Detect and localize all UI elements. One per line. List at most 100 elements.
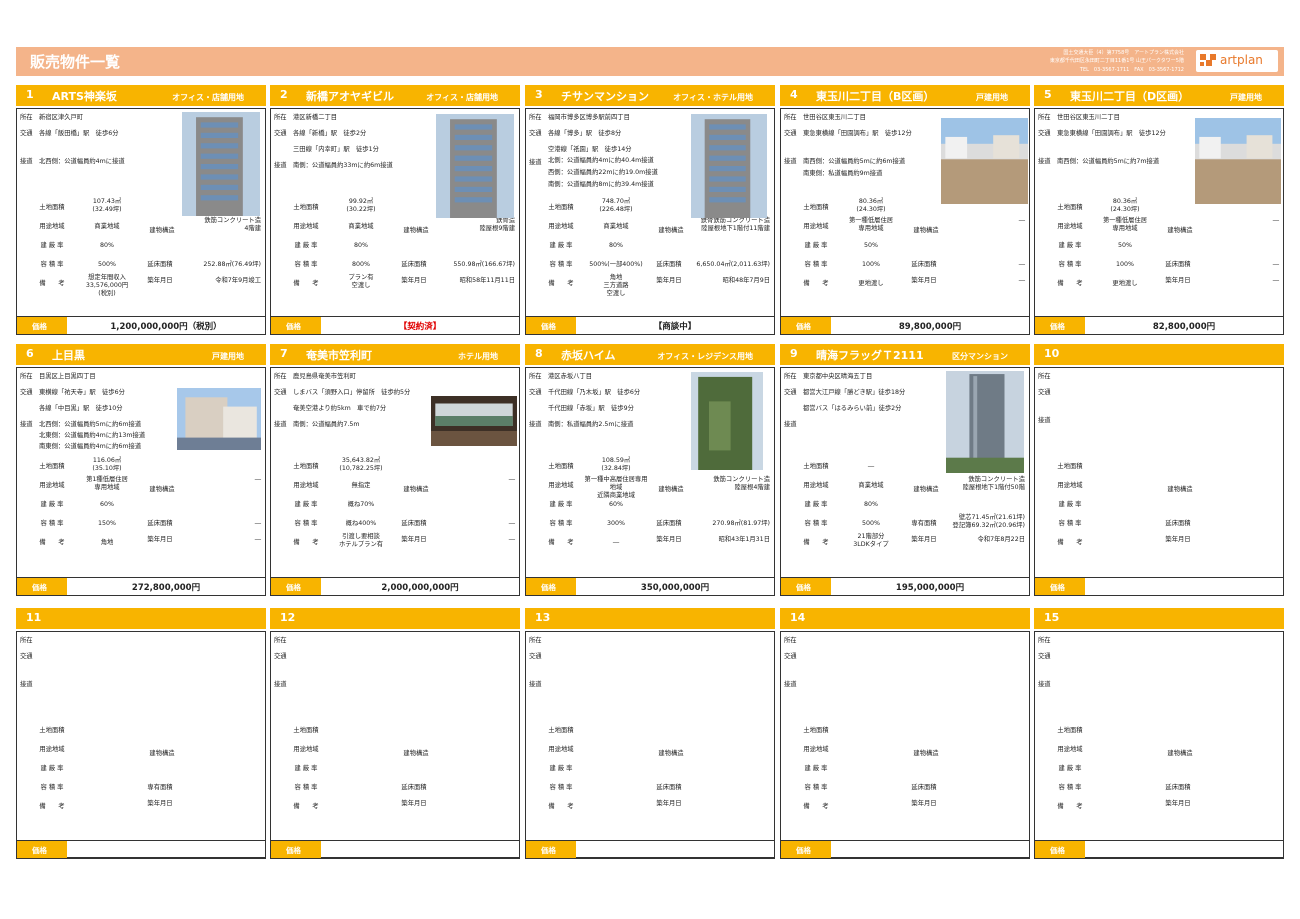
label-coverage: 建 蔽 率 bbox=[40, 765, 64, 772]
card-title-bar: 13 bbox=[525, 608, 775, 629]
property-card[interactable]: 2 新橋アオヤギビル オフィス・店舗用地 所在 港区新橋二丁目 交通 各線「新橋」駅 徒歩… bbox=[270, 85, 520, 335]
label-access: 交通 bbox=[529, 130, 542, 137]
zoning-value: 第1種低層住居 専用地域 bbox=[86, 476, 128, 491]
card-title-bar: 9 晴海フラッグＴ2111 区分マンション bbox=[780, 344, 1030, 365]
tower-photo bbox=[946, 371, 1024, 473]
label-address: 所在 bbox=[20, 637, 33, 644]
zoning-value: 無指定 bbox=[351, 482, 371, 489]
floor-area-value: 6,650.04㎡(2,011.63坪) bbox=[696, 261, 770, 268]
property-card[interactable]: 4 東玉川二丁目（B区画） 戸建用地 所在 世田谷区東玉川二丁目 交通 東急東横線「田園調… bbox=[780, 85, 1030, 335]
access-line: 都営大江戸線「勝どき駅」徒歩18分 bbox=[803, 389, 906, 396]
label-address: 所在 bbox=[274, 373, 287, 380]
label-remarks: 備 考 bbox=[1057, 539, 1083, 546]
label-access: 交通 bbox=[274, 130, 287, 137]
property-name: 赤坂ハイム bbox=[561, 349, 616, 362]
property-card[interactable]: 15 所在 交通 接道 土地面積 用途地域建 蔽 率容 積 率備 考 建物構造 延床面積 築年月… bbox=[1034, 608, 1284, 859]
access-line: 各線「博多」駅 徒歩8分 bbox=[548, 130, 622, 137]
card-title-bar: 5 東玉川二丁目（D区画） 戸建用地 bbox=[1034, 85, 1284, 106]
card-body: 所在 交通 接道 土地面積 用途地域建 蔽 率容 積 率備 考 建物構造 専有面積 築年月日 bbox=[16, 631, 266, 858]
label-remarks: 備 考 bbox=[293, 280, 319, 287]
label-built: 築年月日 bbox=[401, 277, 427, 284]
property-card[interactable]: 8 赤坂ハイム オフィス・レジデンス用地 所在 港区赤坂八丁目 交通 千代田線「乃木坂」駅… bbox=[525, 344, 775, 596]
label-structure: 建物構造 bbox=[149, 486, 175, 493]
label-built: 築年月日 bbox=[656, 536, 682, 543]
company-license: 国土交通大臣（4）第7758号 アートプラン株式会社 bbox=[1063, 50, 1184, 56]
structure-value: 鉄筋コンクリート造 陸屋根地下1階付50階 bbox=[962, 476, 1025, 491]
property-type: オフィス・店舗用地 bbox=[426, 93, 498, 102]
property-card[interactable]: 13 所在 交通 接道 土地面積 用途地域建 蔽 率容 積 率備 考 建物構造 延床面積 築年月… bbox=[525, 608, 775, 859]
property-card[interactable]: 6 上目黒 戸建用地 所在 目黒区上目黒四丁目 交通 東横線「祐天寺」駅 徒歩6分 各線「中… bbox=[16, 344, 266, 596]
property-card[interactable]: 1 ARTS神楽坂 オフィス・店舗用地 所在 新宿区津久戸町 交通 各線「飯田橋」駅 徒歩… bbox=[16, 85, 266, 335]
label-remarks: 備 考 bbox=[803, 280, 829, 287]
far-value: 500% bbox=[861, 520, 880, 527]
label-coverage: 建 蔽 率 bbox=[1058, 242, 1082, 249]
price-value: 1,200,000,000円（税別） bbox=[110, 322, 222, 332]
label-road: 接道 bbox=[20, 158, 33, 165]
label-land-area: 土地面積 bbox=[803, 463, 829, 470]
access-line: 東横線「祐天寺」駅 徒歩6分 bbox=[39, 389, 125, 396]
label-zoning: 用途地域 bbox=[39, 746, 65, 753]
label-access: 交通 bbox=[274, 653, 287, 660]
floor-area-value: ― bbox=[254, 520, 261, 527]
price-label: 価格 bbox=[526, 317, 576, 334]
label-road: 接道 bbox=[1038, 417, 1051, 424]
label-far: 容 積 率 bbox=[40, 784, 64, 791]
card-body: 所在 交通 接道 土地面積 用途地域建 蔽 率容 積 率備 考 建物構造 延床面積 築年月日 bbox=[1034, 367, 1284, 596]
label-road: 接道 bbox=[274, 681, 287, 688]
land-area-value: 108.59㎡ (32.84坪) bbox=[601, 457, 631, 472]
property-number: 4 bbox=[790, 88, 798, 101]
price-bar: 価格 89,800,000円 bbox=[780, 316, 1030, 335]
company-info: 国土交通大臣（4）第7758号 アートプラン株式会社 東京都千代田区永田町二丁目… bbox=[1050, 49, 1184, 74]
zoning-value: 商業地域 bbox=[858, 482, 884, 489]
coverage-value: 80% bbox=[354, 242, 368, 249]
price-bar: 価格 bbox=[1034, 840, 1284, 859]
far-value: 500% bbox=[97, 261, 116, 268]
property-card[interactable]: 11 所在 交通 接道 土地面積 用途地域建 蔽 率容 積 率備 考 建物構造 専有面積 築年月… bbox=[16, 608, 266, 859]
property-card[interactable]: 7 奄美市笠利町 ホテル用地 所在 鹿児島県奄美市笠利町 交通 しまバス「須野入口」停留所… bbox=[270, 344, 520, 596]
floor-area-value: ― bbox=[508, 520, 515, 527]
property-card[interactable]: 12 所在 交通 接道 土地面積 用途地域建 蔽 率容 積 率備 考 建物構造 延床面積 築年月… bbox=[270, 608, 520, 859]
zoning-value: 第一種中高層住居専用地域 近隣商業地域 bbox=[584, 476, 648, 499]
property-card[interactable]: 9 晴海フラッグＴ2111 区分マンション 所在 東京都中央区晴海五丁目 交通 都営大江戸… bbox=[780, 344, 1030, 596]
property-card[interactable]: 3 チサンマンション オフィス・ホテル用地 所在 福岡市博多区博多駅前四丁目 交通 各線「… bbox=[525, 85, 775, 335]
label-remarks: 備 考 bbox=[1057, 803, 1083, 810]
built-value: ― bbox=[508, 536, 515, 543]
access-line: しまバス「須野入口」停留所 徒歩約5分 bbox=[293, 389, 411, 396]
property-card[interactable]: 5 東玉川二丁目（D区画） 戸建用地 所在 世田谷区東玉川二丁目 交通 東急東横線「田園調… bbox=[1034, 85, 1284, 335]
label-coverage: 建 蔽 率 bbox=[549, 765, 573, 772]
label-land-area: 土地面積 bbox=[1057, 204, 1083, 211]
label-floor-area: 専有面積 bbox=[911, 520, 937, 527]
label-structure: 建物構造 bbox=[403, 486, 429, 493]
label-floor-area: 延床面積 bbox=[656, 261, 682, 268]
price-bar: 価格 2,000,000,000円 bbox=[270, 577, 520, 596]
coverage-value: 80% bbox=[609, 242, 623, 249]
road-line: 北側：公道幅員約4mに約40.4m接道 bbox=[548, 157, 654, 164]
label-far: 容 積 率 bbox=[804, 784, 828, 791]
road-line: 南側：公道幅員約33mに約6m接道 bbox=[293, 162, 393, 169]
price-label: 価格 bbox=[781, 578, 831, 595]
label-floor-area: 延床面積 bbox=[911, 784, 937, 791]
label-land-area: 土地面積 bbox=[1057, 463, 1083, 470]
land-area-value: 748.70㎡ (226.48坪) bbox=[599, 198, 633, 213]
property-number: 5 bbox=[1044, 88, 1052, 101]
property-name: 奄美市笠利町 bbox=[306, 349, 372, 362]
label-structure: 建物構造 bbox=[658, 486, 684, 493]
property-number: 2 bbox=[280, 88, 288, 101]
land-area-value: 107.43㎡ (32.49坪) bbox=[92, 198, 122, 213]
far-value: 150% bbox=[97, 520, 116, 527]
label-zoning: 用途地域 bbox=[548, 482, 574, 489]
price-label: 価格 bbox=[271, 841, 321, 858]
card-title-bar: 14 bbox=[780, 608, 1030, 629]
label-structure: 建物構造 bbox=[1167, 750, 1193, 757]
price-bar: 価格 bbox=[270, 840, 520, 859]
property-card[interactable]: 10 所在 交通 接道 土地面積 用途地域建 蔽 率容 積 率備 考 建物構造 延床面積 築年月… bbox=[1034, 344, 1284, 596]
built-value: ― bbox=[1018, 277, 1025, 284]
floor-area-value: 252.88㎡(76.49坪) bbox=[203, 261, 261, 268]
page-header: 販売物件一覧 国土交通大臣（4）第7758号 アートプラン株式会社 東京都千代田… bbox=[16, 47, 1284, 76]
card-body: 所在 港区新橋二丁目 交通 各線「新橋」駅 徒歩2分 三田線「内幸町」駅 徒歩1分 接道南… bbox=[270, 108, 520, 335]
label-floor-area: 延床面積 bbox=[147, 520, 173, 527]
label-address: 所在 bbox=[529, 114, 542, 121]
property-card[interactable]: 14 所在 交通 接道 土地面積 用途地域建 蔽 率容 積 率備 考 建物構造 延床面積 築年月… bbox=[780, 608, 1030, 859]
card-title-bar: 11 bbox=[16, 608, 266, 629]
label-remarks: 備 考 bbox=[39, 803, 65, 810]
